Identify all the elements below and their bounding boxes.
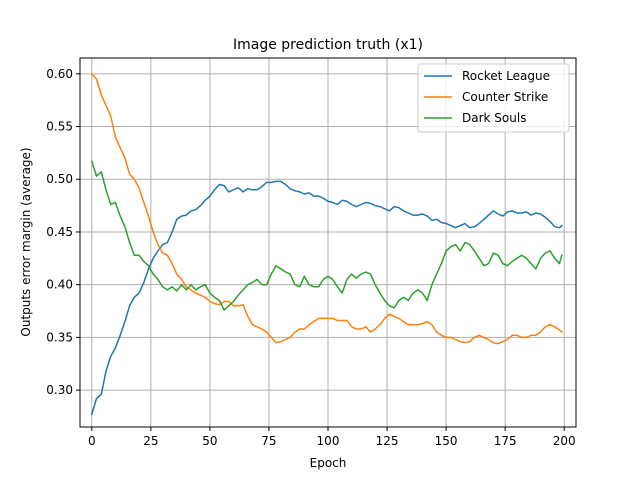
x-tick-label: 125: [376, 434, 399, 448]
chart-title: Image prediction truth (x1): [233, 37, 423, 53]
y-axis-label: Outputs error margin (average): [19, 147, 33, 336]
x-tick-label: 100: [317, 434, 340, 448]
x-tick-label: 0: [88, 434, 96, 448]
legend-label: Rocket League: [462, 69, 550, 83]
series-line-dark-souls: [90, 160, 563, 311]
y-tick-label: 0.45: [46, 225, 73, 239]
legend: Rocket League Counter Strike Dark Souls: [417, 63, 570, 133]
y-tick-label: 0.40: [46, 278, 73, 292]
series-lines: [90, 72, 563, 416]
x-tick-label: 150: [435, 434, 458, 448]
legend-label: Dark Souls: [462, 111, 526, 125]
y-tick-label: 0.60: [46, 67, 73, 81]
series-line-counter-strike: [90, 72, 563, 345]
legend-label: Counter Strike: [462, 90, 548, 104]
series-line-rocket-league: [90, 180, 563, 416]
x-tick-label: 50: [202, 434, 217, 448]
x-tick-label: 175: [494, 434, 517, 448]
x-tick-label: 200: [553, 434, 576, 448]
y-tick-label: 0.30: [46, 383, 73, 397]
x-axis-ticks: 0 25 50 75 100 125 150 175 200: [88, 427, 576, 448]
y-tick-label: 0.55: [46, 120, 73, 134]
legend-box: [417, 63, 570, 133]
y-tick-label: 0.35: [46, 330, 73, 344]
y-axis-ticks: 0.30 0.35 0.40 0.45 0.50 0.55 0.60: [46, 67, 80, 397]
x-axis-label: Epoch: [310, 456, 347, 470]
x-tick-label: 25: [143, 434, 158, 448]
y-tick-label: 0.50: [46, 172, 73, 186]
x-tick-label: 75: [261, 434, 276, 448]
